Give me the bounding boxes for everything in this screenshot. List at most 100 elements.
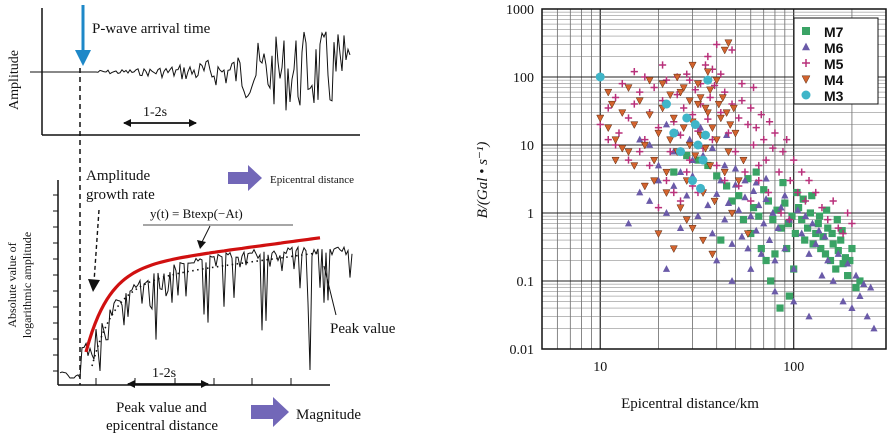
point-m7 [815,212,824,220]
point-m7 [804,224,812,232]
point-m4 [696,94,705,102]
point-m3 [669,128,679,138]
point-m4 [720,46,729,55]
chart-points [595,39,878,332]
point-m4 [718,94,727,102]
point-m6 [728,240,736,247]
bottom-panel-y-ticks [53,194,58,372]
point-m6 [769,209,777,216]
point-m5 [706,93,714,102]
point-m4 [682,216,691,225]
point-m5 [624,114,633,122]
point-m4 [720,168,729,177]
point-m6 [757,249,765,257]
point-m6 [670,181,678,189]
point-m5 [749,83,758,92]
point-m5 [738,79,746,88]
point-m4 [731,129,740,138]
point-m6 [790,297,798,305]
y-tick-label: 100 [513,71,534,86]
point-m7 [824,224,832,232]
point-m5 [710,81,719,90]
point-m4 [658,80,667,89]
point-m6 [713,190,721,197]
point-m7 [808,192,816,200]
point-m6 [717,176,725,184]
point-m4 [666,136,675,145]
series-m6 [624,120,878,332]
point-m4 [645,76,654,85]
point-m6 [721,161,729,169]
point-m5 [646,161,654,170]
point-m7 [773,206,781,214]
point-m6 [741,176,749,184]
point-m5 [728,46,736,54]
point-m5 [724,129,733,137]
point-m4 [708,124,717,133]
point-m4 [624,84,633,93]
point-m7 [735,192,743,200]
point-m6 [676,168,685,175]
point-m7 [694,156,702,164]
point-m5 [783,136,791,144]
growth-label-line1: Amplitude [86,168,151,184]
point-m6 [744,244,752,252]
point-m5 [662,176,671,185]
point-m4 [624,148,633,157]
point-m4 [722,109,731,118]
y-tick-label: 1 [527,207,534,222]
point-m7 [848,244,856,253]
point-m6 [721,215,729,223]
point-m7 [791,229,799,238]
point-m5 [630,100,638,108]
point-m6 [818,271,826,279]
point-m7 [784,219,793,228]
point-m7 [744,175,752,183]
point-m6 [824,256,832,264]
point-m7 [806,209,815,217]
point-m7 [832,265,840,273]
point-m6 [781,244,789,252]
point-m4 [716,114,725,123]
point-m6 [747,212,755,219]
point-m4 [662,168,671,177]
plot-frame [541,8,887,350]
point-m6 [815,226,823,234]
point-m4 [650,177,659,186]
point-m5 [844,209,852,217]
peak-label: Peak value [330,321,396,337]
point-m7 [781,199,789,207]
point-m7 [856,277,864,285]
bottom-panel-ylabel-line1: Absolute value of [5,242,19,327]
point-m5 [686,156,694,164]
legend-marker-m6 [802,42,810,51]
point-m6 [636,188,644,196]
bottom-waveform [59,245,353,380]
series-m4 [596,39,752,259]
point-m5 [741,168,749,176]
point-m5 [747,197,755,205]
point-m4 [611,136,620,145]
point-m6 [765,236,774,243]
y-tick-label: 0.01 [510,343,535,358]
x-tick-label: 100 [783,360,804,375]
p-wave-arrowhead [75,50,91,66]
point-m7 [837,236,845,244]
epicentral-arrow-label: Epicentral distance [270,174,354,186]
point-m7 [798,215,806,224]
point-m6 [749,187,758,194]
point-m4 [724,148,733,157]
point-m6 [747,265,755,272]
point-m7 [747,229,755,238]
legend-marker-m7 [802,27,810,35]
point-m4 [679,124,688,133]
point-m4 [669,245,678,254]
point-m4 [679,84,688,93]
legend-marker-m4 [801,75,811,84]
point-m5 [747,104,755,112]
point-m5 [744,120,752,129]
point-m7 [788,212,796,220]
point-m4 [729,104,738,113]
legend-marker-m5 [802,59,810,67]
point-m7 [844,272,852,280]
